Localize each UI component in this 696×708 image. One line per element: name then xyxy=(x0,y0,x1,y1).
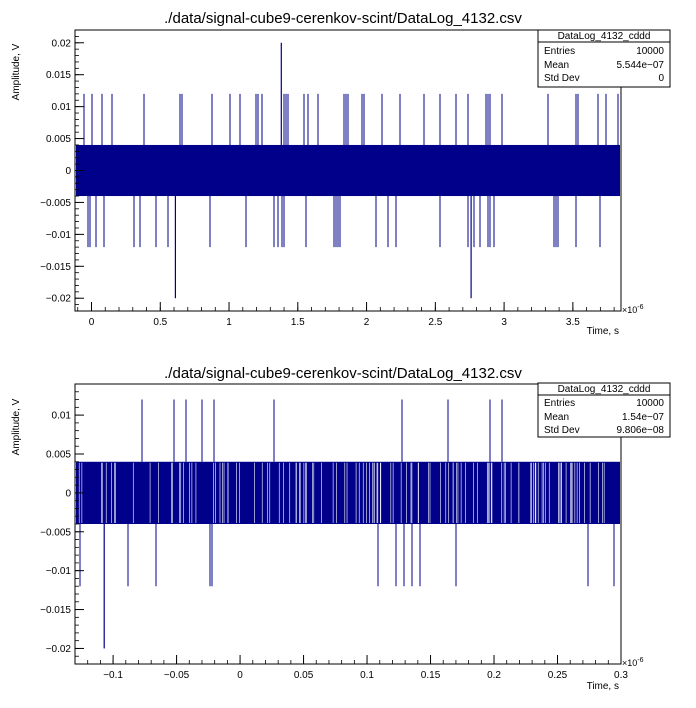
y-tick-label: −0.005 xyxy=(40,527,71,538)
x-tick-label: 2 xyxy=(364,317,370,328)
x-tick-label: 0.15 xyxy=(421,670,441,681)
y-tick-label: 0.01 xyxy=(52,102,72,113)
x-tick-label: 0 xyxy=(89,317,95,328)
y-tick-label: 0.005 xyxy=(46,450,71,461)
x-axis-exponent: ×10-6 xyxy=(622,657,644,668)
stats-entries-value: 10000 xyxy=(636,46,664,57)
stats-box-title: DataLog_4132_cddd xyxy=(558,384,651,395)
stats-entries-label: Entries xyxy=(544,46,575,57)
chart-panel-bottom: ./data/signal-cube9-cerenkov-scint/DataL… xyxy=(11,365,671,692)
stats-stddev-value: 0 xyxy=(658,73,664,84)
stats-mean-label: Mean xyxy=(544,412,569,423)
x-tick-label: 0.05 xyxy=(294,670,314,681)
x-exponent-power: -6 xyxy=(637,304,643,311)
stats-mean-value: 5.544e−07 xyxy=(616,60,664,71)
y-tick-label: −0.015 xyxy=(40,262,71,273)
y-tick-label: −0.02 xyxy=(46,294,72,305)
stats-entries-label: Entries xyxy=(544,398,575,409)
x-axis-exponent: ×10-6 xyxy=(622,304,644,315)
x-tick-label: 0.5 xyxy=(153,317,167,328)
stats-box: DataLog_4132_cddd Entries 10000 Mean 5.5… xyxy=(537,29,671,88)
y-axis-label: Amplitude, V xyxy=(11,43,22,100)
x-tick-label: 0 xyxy=(237,670,243,681)
y-tick-label: 0.005 xyxy=(46,134,71,145)
stats-stddev-label: Std Dev xyxy=(544,425,580,436)
chart-title: ./data/signal-cube9-cerenkov-scint/DataL… xyxy=(164,10,522,27)
chart-title: ./data/signal-cube9-cerenkov-scint/DataL… xyxy=(164,365,522,382)
y-tick-label: −0.01 xyxy=(46,566,72,577)
y-axis-label: Amplitude, V xyxy=(11,398,22,455)
stats-stddev-label: Std Dev xyxy=(544,73,580,84)
x-tick-label: 1.5 xyxy=(291,317,305,328)
stats-stddev-value: 9.806e−08 xyxy=(616,425,664,436)
x-tick-label: 0.1 xyxy=(360,670,374,681)
y-tick-label: 0.015 xyxy=(46,70,71,81)
x-axis-label: Time, s xyxy=(587,681,619,692)
trace-band xyxy=(76,144,620,197)
x-tick-label: 3 xyxy=(501,317,507,328)
trace-band xyxy=(76,461,620,524)
x-tick-label: 3.5 xyxy=(566,317,580,328)
stats-mean-label: Mean xyxy=(544,60,569,71)
x-tick-label: 1 xyxy=(226,317,232,328)
chart-panel-top: ./data/signal-cube9-cerenkov-scint/DataL… xyxy=(11,10,671,337)
stats-mean-value: 1.54e−07 xyxy=(622,412,664,423)
x-exponent-power: -6 xyxy=(637,657,643,664)
x-axis-label: Time, s xyxy=(587,326,619,337)
x-exponent-base: ×10 xyxy=(622,658,637,668)
x-tick-label: 0.2 xyxy=(487,670,501,681)
stats-box-title: DataLog_4132_cddd xyxy=(558,31,651,42)
y-tick-label: 0 xyxy=(65,488,71,499)
x-tick-label: 2.5 xyxy=(428,317,442,328)
x-tick-label: 0.3 xyxy=(614,670,628,681)
y-tick-label: −0.015 xyxy=(40,605,71,616)
stats-box: DataLog_4132_cddd Entries 10000 Mean 1.5… xyxy=(537,382,671,438)
stats-entries-value: 10000 xyxy=(636,398,664,409)
plot-area: 0.02 0.015 0.01 0.005 0 −0.005 −0.01 −0.015 −0.0… xyxy=(40,29,622,328)
y-tick-label: 0.01 xyxy=(52,411,72,422)
x-tick-label: 0.25 xyxy=(548,670,568,681)
x-tick-label: −0.05 xyxy=(164,670,190,681)
x-exponent-base: ×10 xyxy=(622,305,637,315)
plot-area: 0.01 0.005 0 −0.005 −0.01 −0.015 −0.02 −0.1 −0.0… xyxy=(40,383,628,681)
x-tick-label: −0.1 xyxy=(103,670,123,681)
y-tick-label: 0 xyxy=(65,166,71,177)
y-tick-label: −0.02 xyxy=(46,644,72,655)
y-tick-label: 0.02 xyxy=(52,38,72,49)
y-tick-label: −0.005 xyxy=(40,198,71,209)
y-tick-label: −0.01 xyxy=(46,230,72,241)
